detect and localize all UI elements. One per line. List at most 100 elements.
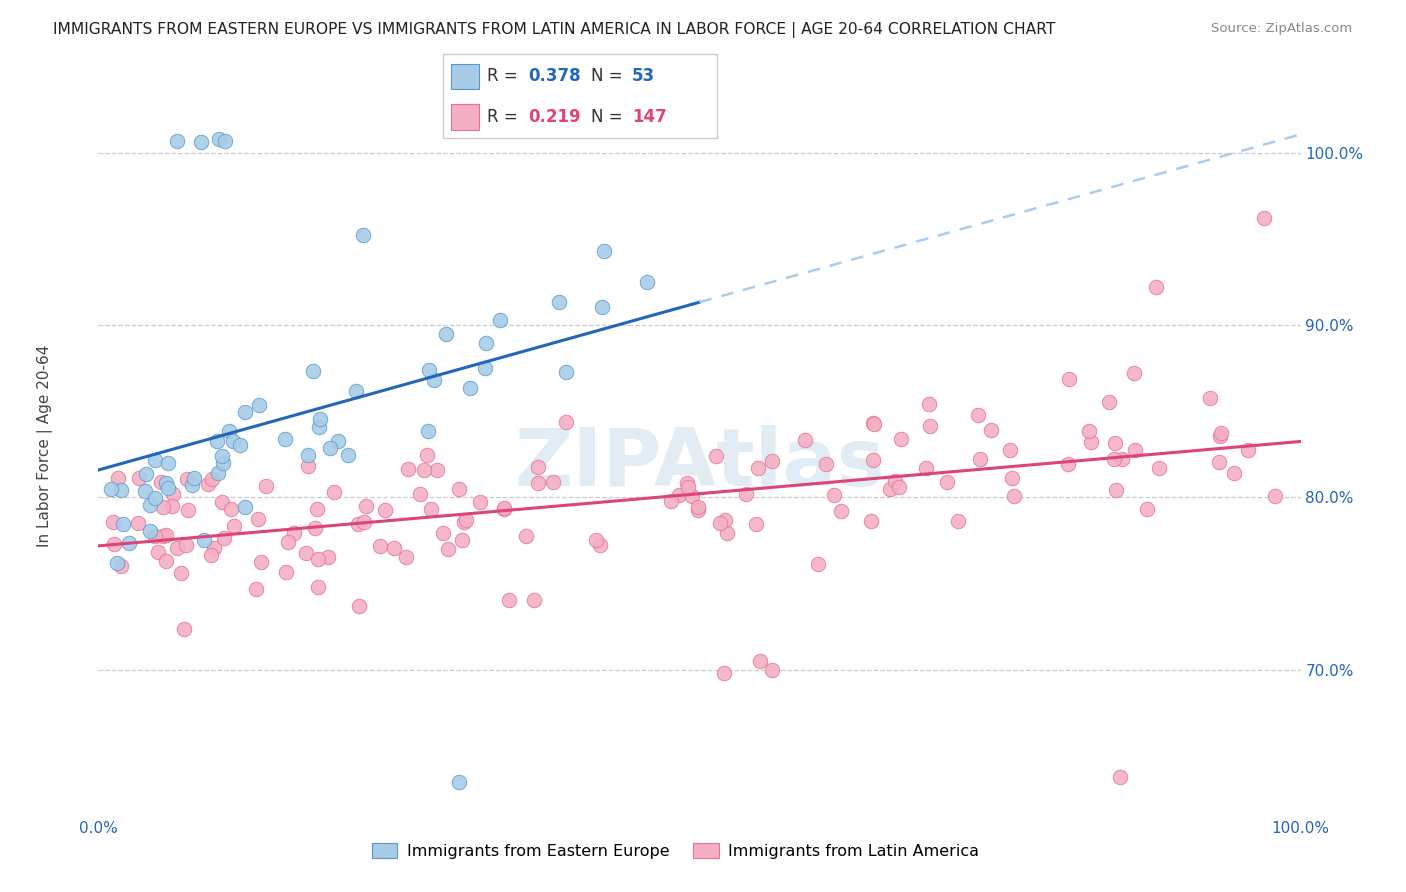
Point	[807, 558, 830, 572]
Point	[862, 416, 884, 430]
Point	[202, 541, 225, 555]
Text: Source: ZipAtlas.com: Source: ZipAtlas.com	[1212, 22, 1353, 36]
Point	[152, 529, 174, 543]
Point	[197, 477, 219, 491]
Point	[347, 516, 370, 531]
Point	[302, 364, 325, 378]
Point	[308, 420, 330, 434]
Point	[1104, 435, 1126, 450]
Point	[449, 482, 471, 496]
Point	[1109, 770, 1132, 784]
Point	[456, 513, 478, 527]
Point	[474, 360, 496, 375]
Point	[218, 424, 240, 438]
Point	[166, 541, 188, 555]
Point	[1057, 457, 1080, 471]
Point	[110, 558, 132, 573]
Point	[283, 526, 305, 541]
Point	[308, 412, 330, 426]
Point	[337, 448, 360, 462]
Point	[201, 472, 224, 486]
Point	[515, 528, 537, 542]
FancyBboxPatch shape	[451, 104, 478, 130]
Point	[884, 474, 907, 488]
FancyBboxPatch shape	[451, 63, 478, 89]
Point	[1080, 434, 1102, 449]
Text: 0.378: 0.378	[527, 68, 581, 86]
Point	[824, 488, 846, 502]
Point	[145, 529, 167, 543]
Point	[193, 533, 215, 548]
Point	[352, 228, 374, 243]
Point	[100, 482, 122, 496]
Point	[295, 546, 318, 560]
Point	[713, 666, 735, 681]
Point	[395, 549, 418, 564]
Point	[374, 503, 396, 517]
Point	[761, 453, 783, 467]
Text: 53: 53	[633, 68, 655, 86]
Text: 147: 147	[633, 108, 666, 126]
Point	[229, 438, 252, 452]
Point	[211, 449, 233, 463]
Point	[149, 475, 172, 490]
Point	[676, 480, 699, 494]
Point	[176, 472, 198, 486]
Point	[416, 448, 439, 462]
Legend: Immigrants from Eastern Europe, Immigrants from Latin America: Immigrants from Eastern Europe, Immigran…	[366, 836, 986, 865]
Point	[489, 313, 512, 327]
Point	[475, 336, 498, 351]
Point	[214, 134, 236, 148]
Point	[1253, 211, 1275, 226]
Point	[498, 593, 520, 607]
Point	[111, 516, 134, 531]
Point	[592, 244, 614, 258]
Point	[1144, 280, 1167, 294]
Point	[761, 663, 783, 677]
Point	[307, 502, 329, 516]
Text: IMMIGRANTS FROM EASTERN EUROPE VS IMMIGRANTS FROM LATIN AMERICA IN LABOR FORCE |: IMMIGRANTS FROM EASTERN EUROPE VS IMMIGR…	[53, 22, 1056, 38]
Point	[748, 654, 770, 668]
Point	[585, 533, 607, 547]
Point	[354, 499, 377, 513]
Point	[948, 514, 970, 528]
Point	[1136, 502, 1159, 516]
Point	[447, 774, 470, 789]
Point	[1097, 395, 1119, 409]
Point	[274, 432, 297, 446]
Point	[107, 471, 129, 485]
Point	[297, 458, 319, 473]
Text: 0.219: 0.219	[527, 108, 581, 126]
Point	[173, 622, 195, 636]
Point	[307, 551, 329, 566]
Point	[468, 495, 491, 509]
Point	[1122, 366, 1144, 380]
Point	[134, 483, 156, 498]
Point	[170, 566, 193, 580]
Point	[492, 502, 515, 516]
Point	[413, 463, 436, 477]
Point	[349, 599, 371, 614]
Point	[918, 396, 941, 410]
Point	[1102, 452, 1125, 467]
Point	[434, 326, 457, 341]
Point	[277, 535, 299, 549]
Point	[686, 503, 709, 517]
Point	[101, 516, 124, 530]
Point	[676, 475, 699, 490]
Point	[157, 481, 180, 495]
Point	[1104, 483, 1126, 498]
Point	[1123, 442, 1146, 457]
Point	[138, 499, 160, 513]
Point	[422, 373, 444, 387]
Point	[547, 295, 569, 310]
Point	[966, 408, 988, 422]
Point	[416, 424, 439, 438]
Point	[382, 541, 405, 556]
Point	[735, 487, 758, 501]
Point	[212, 531, 235, 545]
Point	[396, 462, 419, 476]
Text: N =: N =	[591, 108, 628, 126]
Point	[328, 434, 350, 448]
Point	[1111, 452, 1133, 467]
